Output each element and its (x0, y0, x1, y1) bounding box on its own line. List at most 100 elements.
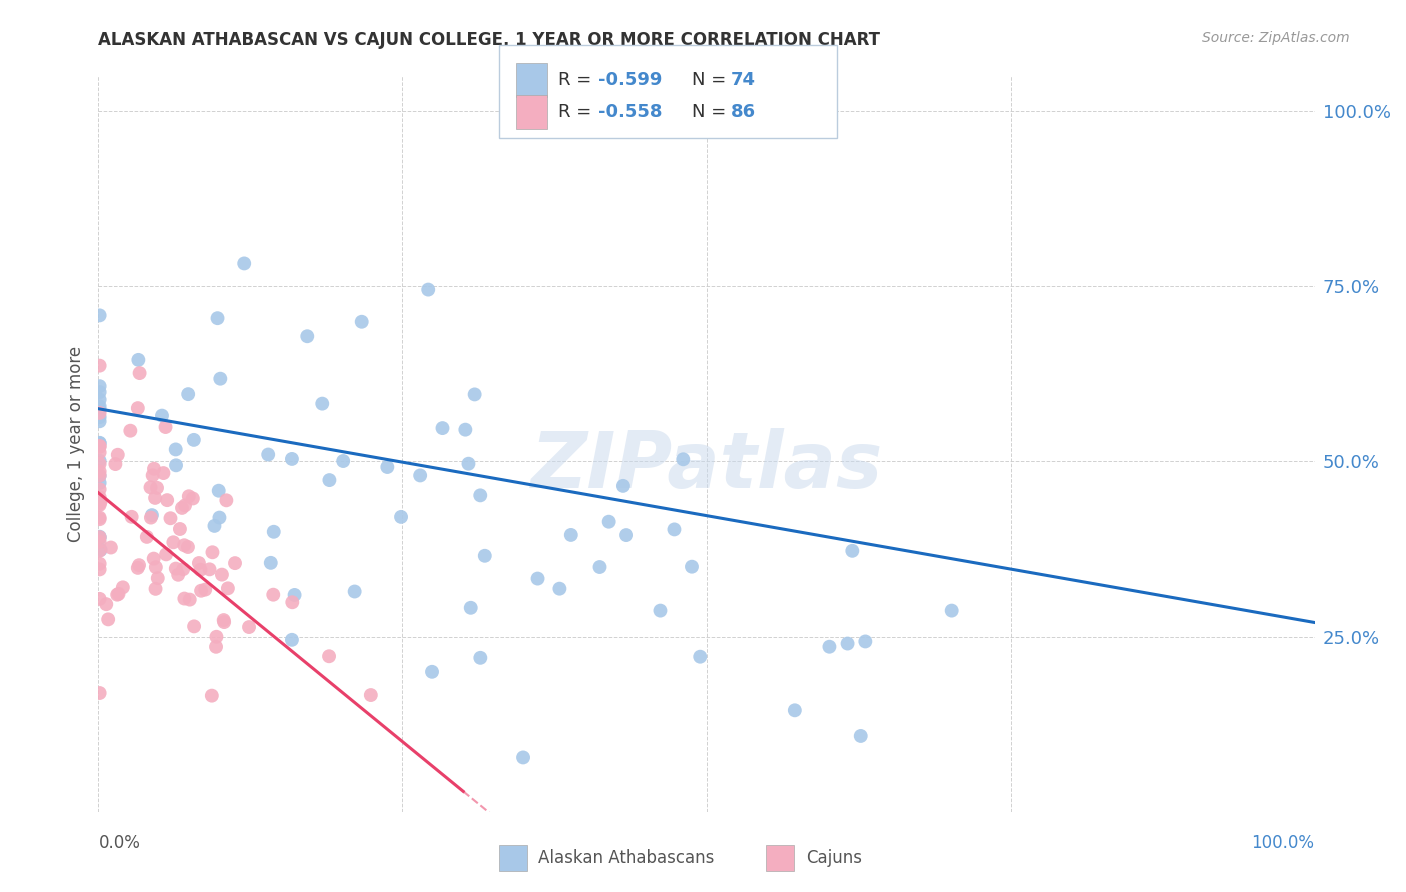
Point (224, 556, 246, 570)
Point (155, 420, 177, 434)
Point (941, 604, 963, 618)
Point (89, 468, 111, 483)
Point (142, 468, 165, 483)
Point (150, 409, 173, 423)
Point (121, 509, 143, 524)
Point (409, 468, 432, 483)
Point (470, 650, 492, 665)
Point (205, 630, 228, 644)
Point (143, 461, 166, 475)
Point (212, 615, 235, 629)
Point (190, 563, 212, 577)
Point (162, 535, 184, 549)
Point (89, 309, 111, 323)
Point (89, 359, 111, 373)
Point (89, 498, 111, 512)
Point (89, 436, 111, 450)
Point (281, 632, 304, 647)
Point (90, 494, 112, 508)
Point (201, 545, 224, 559)
Point (173, 538, 195, 552)
Point (167, 567, 190, 582)
Point (177, 387, 200, 401)
Point (257, 448, 280, 462)
Point (360, 688, 382, 702)
Point (89, 531, 111, 545)
Point (89, 454, 111, 468)
Point (418, 283, 440, 297)
Point (297, 329, 319, 343)
Point (350, 315, 373, 329)
Point (139, 510, 162, 524)
Point (105, 588, 128, 602)
Point (853, 634, 876, 648)
Point (172, 562, 194, 576)
Point (146, 481, 169, 495)
Point (111, 580, 134, 594)
Point (672, 452, 695, 467)
Point (215, 493, 238, 508)
Point (89, 445, 111, 459)
Point (177, 489, 200, 503)
Point (205, 640, 228, 654)
Point (170, 500, 193, 515)
Point (89, 496, 111, 510)
Point (89, 465, 111, 479)
Point (420, 665, 443, 679)
Point (177, 540, 200, 554)
Point (560, 528, 582, 542)
Point (89, 379, 111, 393)
Point (135, 530, 157, 544)
Point (311, 397, 333, 411)
Point (664, 523, 686, 537)
Point (849, 729, 872, 743)
Point (207, 311, 229, 326)
Point (139, 480, 162, 494)
Point (650, 604, 672, 618)
Point (143, 491, 166, 505)
Point (173, 591, 195, 606)
Point (89, 512, 111, 526)
Point (211, 567, 233, 582)
Point (89, 406, 111, 420)
Point (89, 562, 111, 576)
Point (208, 510, 231, 524)
Point (89, 543, 111, 558)
Point (89, 400, 111, 414)
Point (104, 457, 127, 471)
Point (145, 582, 167, 596)
Point (201, 689, 224, 703)
Point (159, 511, 181, 525)
Point (389, 509, 412, 524)
Point (179, 592, 201, 607)
Point (548, 582, 571, 596)
Point (89, 457, 111, 471)
Text: 86: 86 (731, 103, 756, 121)
Point (598, 515, 620, 529)
Point (89, 483, 111, 497)
Text: N =: N = (692, 71, 731, 89)
Point (89, 414, 111, 428)
Point (187, 556, 209, 570)
Point (141, 508, 163, 522)
Point (100, 541, 122, 555)
Point (89, 686, 111, 700)
Point (156, 493, 179, 508)
Point (89, 534, 111, 549)
Point (238, 620, 260, 634)
Point (165, 561, 187, 575)
Point (343, 584, 366, 599)
Point (107, 587, 129, 601)
Point (190, 583, 212, 598)
Text: Cajuns: Cajuns (806, 849, 862, 867)
Point (432, 421, 454, 435)
Point (181, 491, 204, 506)
Point (183, 433, 205, 447)
Text: -0.599: -0.599 (598, 71, 662, 89)
Point (89, 557, 111, 571)
Point (90, 543, 112, 558)
Point (97, 612, 120, 626)
Point (194, 582, 217, 597)
Point (89, 435, 111, 450)
Point (233, 256, 256, 270)
